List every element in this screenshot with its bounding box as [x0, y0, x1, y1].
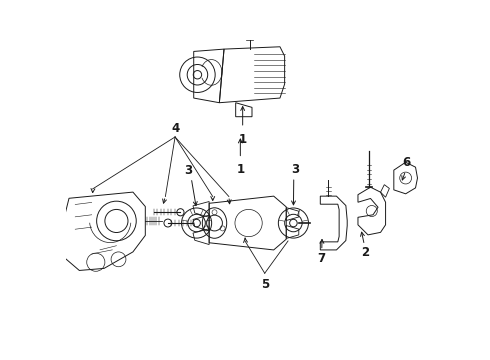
Text: 3: 3 [291, 163, 299, 176]
Text: 1: 1 [239, 133, 247, 146]
Text: 1: 1 [236, 163, 245, 176]
Text: 2: 2 [361, 246, 369, 259]
Text: 4: 4 [171, 122, 179, 135]
Text: 7: 7 [317, 252, 325, 265]
Text: 3: 3 [184, 164, 193, 177]
Text: 6: 6 [402, 156, 411, 169]
Text: 5: 5 [261, 278, 269, 291]
